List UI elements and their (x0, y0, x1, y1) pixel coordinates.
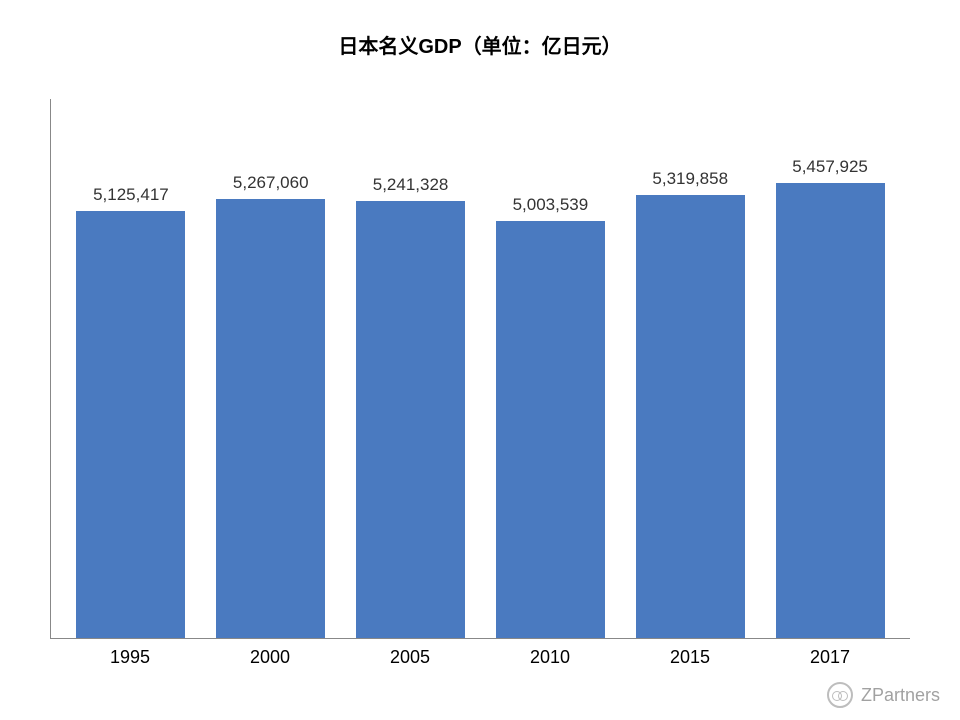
chart-container: 日本名义GDP（单位：亿日元） 5,125,417 5,267,060 5,241,… (0, 0, 960, 720)
watermark-text: ZPartners (861, 685, 940, 706)
bar-value-label: 5,457,925 (792, 157, 868, 177)
x-axis-label: 2005 (340, 647, 480, 668)
chart-title: 日本名义GDP（单位：亿日元） (50, 30, 910, 59)
bar-value-label: 5,267,060 (233, 173, 309, 193)
bar-value-label: 5,241,328 (373, 175, 449, 195)
plot-area: 5,125,417 5,267,060 5,241,328 5,003,539 5,31… (50, 99, 910, 639)
bar-group: 5,319,858 (620, 99, 760, 638)
x-axis-label: 1995 (60, 647, 200, 668)
bar-group: 5,267,060 (201, 99, 341, 638)
watermark: ZPartners (827, 682, 940, 708)
bar (76, 211, 185, 638)
bar (216, 199, 325, 638)
bar (496, 221, 605, 638)
bars-wrapper: 5,125,417 5,267,060 5,241,328 5,003,539 5,31… (51, 99, 910, 638)
x-axis-label: 2010 (480, 647, 620, 668)
bar (356, 201, 465, 638)
wechat-icon (827, 682, 853, 708)
bar-value-label: 5,319,858 (652, 169, 728, 189)
bar-value-label: 5,125,417 (93, 185, 169, 205)
x-axis-label: 2000 (200, 647, 340, 668)
bar (776, 183, 885, 638)
x-axis: 199520002005201020152017 (50, 639, 910, 668)
bar-group: 5,003,539 (480, 99, 620, 638)
x-axis-label: 2017 (760, 647, 900, 668)
bar-group: 5,457,925 (760, 99, 900, 638)
bar (636, 195, 745, 638)
bar-group: 5,125,417 (61, 99, 201, 638)
bar-group: 5,241,328 (341, 99, 481, 638)
x-axis-label: 2015 (620, 647, 760, 668)
bar-value-label: 5,003,539 (513, 195, 589, 215)
